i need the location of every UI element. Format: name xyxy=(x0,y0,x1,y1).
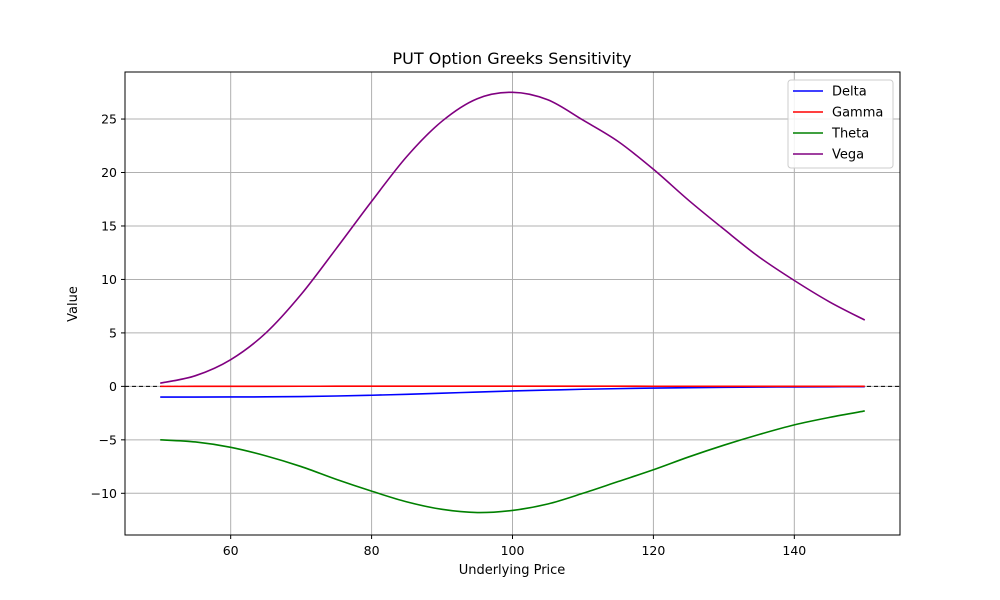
legend-label-vega: Vega xyxy=(832,148,864,163)
x-tick-label: 80 xyxy=(364,543,380,558)
legend-label-delta: Delta xyxy=(832,85,867,100)
x-axis-title: Underlying Price xyxy=(459,563,566,578)
series-line-delta xyxy=(160,385,865,398)
y-tick-label: −10 xyxy=(91,486,117,501)
legend-label-gamma: Gamma xyxy=(832,106,883,121)
series-lines xyxy=(160,91,866,514)
y-tick-label: 20 xyxy=(101,165,117,180)
y-tick-label: 5 xyxy=(109,325,117,340)
x-tick-label: 60 xyxy=(223,543,239,558)
x-tick-label: 120 xyxy=(641,543,665,558)
legend: Delta Gamma Theta Vega xyxy=(787,79,894,169)
y-tick-label: 15 xyxy=(101,218,117,233)
y-tick-label: −5 xyxy=(99,432,117,447)
y-tick-label: 0 xyxy=(109,379,117,394)
legend-label-theta: Theta xyxy=(831,127,869,142)
series-line-vega xyxy=(160,91,866,384)
y-axis-title: Value xyxy=(66,286,81,322)
y-tick-label: 10 xyxy=(101,272,117,287)
chart-title: PUT Option Greeks Sensitivity xyxy=(393,49,632,68)
grid xyxy=(125,72,900,535)
axis-ticks: 60 80 100 120 140 −10 −5 0 5 10 15 20 25 xyxy=(91,112,807,558)
legend-box xyxy=(787,79,894,169)
y-tick-label: 25 xyxy=(101,112,117,127)
x-tick-label: 140 xyxy=(782,543,806,558)
x-tick-label: 100 xyxy=(501,543,525,558)
series-line-theta xyxy=(160,410,865,514)
